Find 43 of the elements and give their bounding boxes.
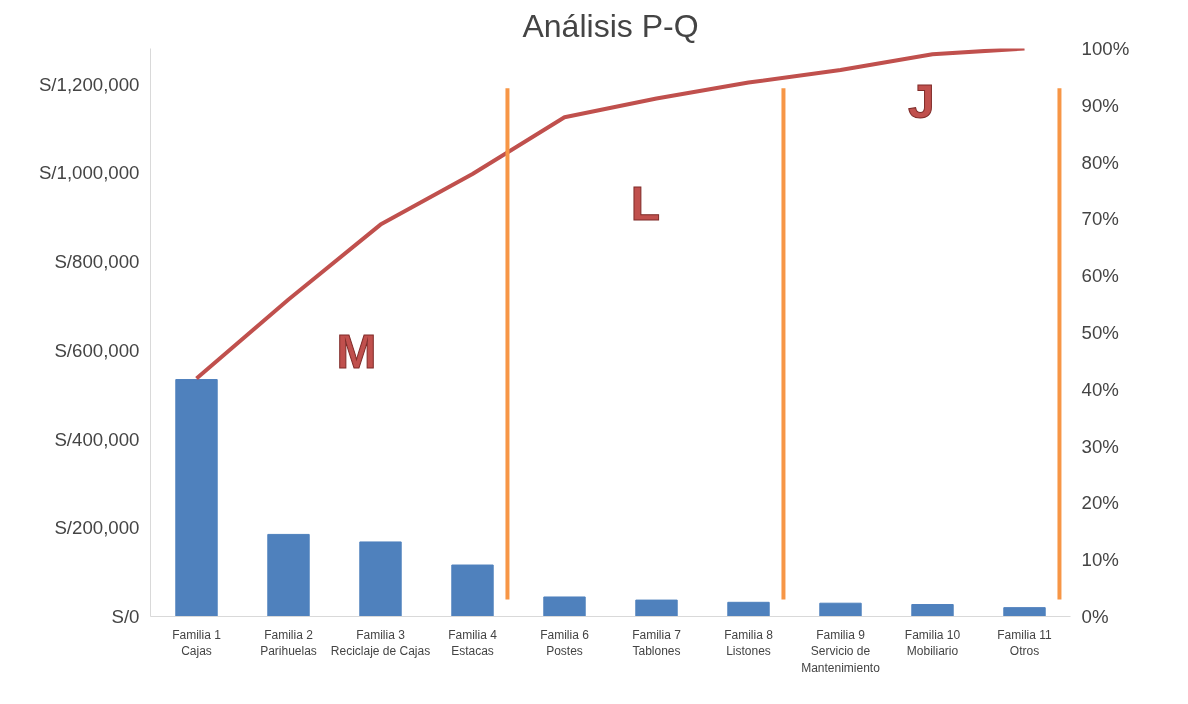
x-tick-label: Familia 1 Cajas xyxy=(172,627,222,659)
y2-tick-label: 90% xyxy=(1081,94,1119,116)
y2-tick-label: 50% xyxy=(1081,322,1119,343)
y-tick-label: S/800,000 xyxy=(54,251,140,272)
y-tick-label: S/1,200,000 xyxy=(38,73,140,95)
bar xyxy=(267,533,310,617)
y-tick-label: S/200,000 xyxy=(54,517,140,539)
bar xyxy=(451,564,494,617)
bar xyxy=(635,599,678,617)
y2-tick-label: 10% xyxy=(1081,549,1119,571)
y-tick-label: S/600,000 xyxy=(54,339,140,361)
annotation: M xyxy=(336,324,377,378)
y-tick-label: S/400,000 xyxy=(54,428,140,450)
x-tick-label: Familia 8 Listones xyxy=(724,627,774,659)
bar xyxy=(359,541,402,617)
annotation: J xyxy=(908,75,935,129)
x-tick-label: Familia 10 Mobiliario xyxy=(904,627,961,659)
annotation: L xyxy=(630,177,661,231)
x-tick-label: Familia 11 Otros xyxy=(997,627,1053,659)
x-tick-label: Familia 7 Tablones xyxy=(632,627,682,659)
y2-tick-label: 80% xyxy=(1081,151,1119,173)
x-tick-label: Familia 3 Reciclaje de Cajas xyxy=(330,627,431,659)
y-tick-label: S/0 xyxy=(111,606,140,627)
y2-tick-label: 100% xyxy=(1081,38,1130,59)
bar xyxy=(1003,607,1046,617)
y-tick-label: S/1,000,000 xyxy=(38,162,140,184)
y2-tick-label: 0% xyxy=(1081,606,1109,627)
y2-tick-label: 40% xyxy=(1081,378,1119,400)
y2-tick-label: 30% xyxy=(1081,435,1119,457)
x-tick-label: Familia 4 Estacas xyxy=(448,627,498,659)
y2-tick-label: 60% xyxy=(1081,265,1119,287)
line-series xyxy=(194,48,1027,381)
bar xyxy=(911,604,954,617)
bar xyxy=(543,596,586,617)
x-tick-label: Familia 9 Servicio de Mantenimiento xyxy=(801,627,881,676)
chart-title: Análisis P-Q xyxy=(522,7,699,44)
bar xyxy=(175,379,218,617)
x-tick-label: Familia 6 Postes xyxy=(540,627,590,659)
y2-tick-label: 20% xyxy=(1081,492,1119,514)
y2-tick-label: 70% xyxy=(1081,208,1119,230)
bar xyxy=(819,602,862,617)
bar xyxy=(727,601,770,617)
x-tick-label: Familia 2 Parihuelas xyxy=(260,627,317,659)
